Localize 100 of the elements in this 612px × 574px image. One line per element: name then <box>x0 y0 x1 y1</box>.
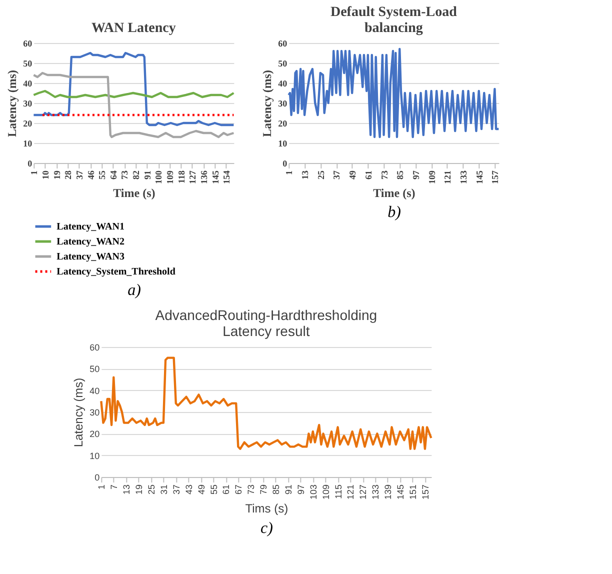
y-tick-label: 0 <box>94 472 100 482</box>
line-series <box>32 72 235 138</box>
x-tick-label: 145 <box>210 170 220 184</box>
x-tick-label: 73 <box>120 170 130 180</box>
y-tick-label: 40 <box>278 78 288 88</box>
y-tick-label: 20 <box>90 429 100 440</box>
x-tick-label: 13 <box>122 484 132 495</box>
y-tick-label: 10 <box>90 450 100 461</box>
x-axis-title: Time (s) <box>113 186 156 200</box>
y-axis-title: Latency (ms) <box>5 70 20 137</box>
x-tick-label: 97 <box>296 484 306 495</box>
x-tick-label: 1 <box>284 170 294 175</box>
x-tick-label: 37 <box>74 170 84 180</box>
line-series <box>100 356 432 450</box>
x-tick-label: 25 <box>146 484 156 495</box>
y-tick-label: 0 <box>282 158 288 168</box>
x-tick-label: 145 <box>396 484 406 500</box>
x-tick-label: 19 <box>52 170 62 180</box>
x-tick-label: 73 <box>379 170 390 180</box>
legend-label: Latency_WAN1 <box>56 222 124 232</box>
y-tick-label: 60 <box>278 38 288 48</box>
x-axis-title: Time (s) <box>373 186 416 200</box>
x-tick-label: 25 <box>316 170 326 180</box>
x-tick-label: 19 <box>134 484 144 495</box>
x-tick-label: 28 <box>63 170 74 180</box>
x-tick-label: 7 <box>109 484 120 490</box>
x-tick-label: 55 <box>208 484 219 495</box>
x-tick-label: 157 <box>420 484 430 500</box>
x-tick-label: 49 <box>196 484 206 495</box>
x-tick-label: 91 <box>142 170 152 180</box>
x-tick-label: 109 <box>426 170 437 184</box>
x-tick-label: 133 <box>458 170 469 184</box>
x-tick-label: 136 <box>198 170 209 184</box>
x-tick-label: 139 <box>383 484 394 500</box>
chart-title: AdvancedRouting-Hardthresholding Latency result <box>155 307 378 339</box>
x-tick-label: 61 <box>363 170 374 180</box>
line-series <box>288 48 500 138</box>
chart-title: Default System-Load balancing <box>330 5 458 36</box>
y-axis-title: Latency (ms) <box>72 378 86 448</box>
y-tick-label: 40 <box>90 386 100 396</box>
x-tick-label: 64 <box>108 170 118 180</box>
x-tick-label: 154 <box>222 170 232 184</box>
x-tick-label: 127 <box>358 484 368 500</box>
x-tick-label: 109 <box>165 170 176 184</box>
text: a) <box>128 282 141 299</box>
x-tick-label: 13 <box>300 170 310 180</box>
text: b) <box>388 204 401 221</box>
x-tick-label: 31 <box>158 484 169 495</box>
y-tick-label: 50 <box>23 58 33 68</box>
x-tick-label: 82 <box>131 170 142 180</box>
x-tick-label: 103 <box>308 484 318 500</box>
x-tick-label: 109 <box>320 484 331 500</box>
x-tick-label: 67 <box>234 484 244 495</box>
x-tick-label: 91 <box>283 484 294 495</box>
x-tick-label: 55 <box>97 170 108 180</box>
x-tick-label: 97 <box>410 170 421 180</box>
y-tick-label: 40 <box>23 78 33 88</box>
line-series <box>32 52 235 126</box>
x-tick-label: 37 <box>171 484 182 495</box>
x-tick-label: 10 <box>40 170 50 180</box>
x-tick-label: 73 <box>246 484 256 495</box>
x-tick-label: 100 <box>154 170 164 184</box>
x-tick-label: 127 <box>188 170 198 184</box>
x-tick-label: 37 <box>332 170 342 180</box>
legend-label: Latency_WAN2 <box>56 236 124 248</box>
x-tick-label: 121 <box>346 484 356 500</box>
x-tick-label: 118 <box>176 170 186 184</box>
y-tick-label: 20 <box>23 118 33 128</box>
x-tick-label: 151 <box>408 484 418 500</box>
x-tick-label: 115 <box>333 484 344 499</box>
y-axis-title: Latency (ms) <box>260 70 274 137</box>
text: c) <box>260 520 273 537</box>
legend-label: Latency_System_Threshold <box>56 266 176 278</box>
y-tick-label: 30 <box>278 98 288 108</box>
y-tick-label: 10 <box>278 138 288 148</box>
x-tick-label: 1 <box>96 484 107 490</box>
x-tick-label: 43 <box>184 484 194 495</box>
y-tick-label: 30 <box>23 98 33 108</box>
x-tick-label: 145 <box>474 170 484 184</box>
x-tick-label: 79 <box>258 484 269 495</box>
y-tick-label: 60 <box>23 38 33 48</box>
y-tick-label: 30 <box>90 408 100 418</box>
y-tick-label: 0 <box>28 158 33 168</box>
y-tick-label: 20 <box>278 118 288 128</box>
x-tick-label: 85 <box>395 170 406 180</box>
line-series <box>32 90 235 98</box>
y-tick-label: 50 <box>90 364 100 374</box>
y-tick-label: 10 <box>23 138 33 148</box>
x-tick-label: 49 <box>348 170 358 180</box>
y-tick-label: 60 <box>90 342 100 352</box>
legend-label: Latency_WAN3 <box>56 252 124 262</box>
chart-title: WAN Latency <box>91 21 176 36</box>
y-tick-label: 50 <box>278 58 288 68</box>
x-tick-label: 85 <box>271 484 282 495</box>
x-tick-label: 157 <box>490 170 500 184</box>
x-axis-title: Tims (s) <box>245 502 288 516</box>
x-tick-label: 61 <box>221 484 232 495</box>
x-tick-label: 1 <box>29 170 40 175</box>
x-tick-label: 133 <box>370 484 381 500</box>
x-tick-label: 121 <box>442 170 453 184</box>
